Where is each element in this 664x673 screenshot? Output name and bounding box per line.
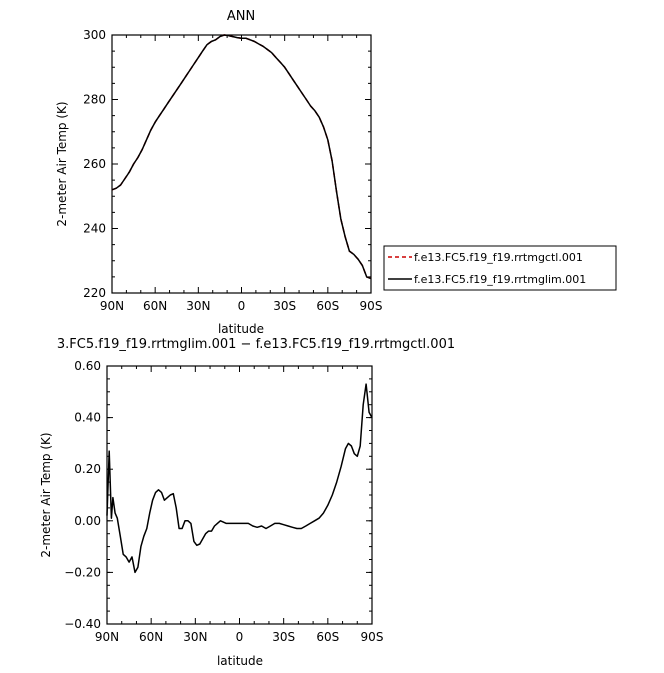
bottom-panel-title: 3.FC5.f19_f19.rrtmglim.001 − f.e13.FC5.f… [57, 337, 455, 352]
y-tick-label: 220 [83, 286, 106, 300]
x-tick-label: 60S [316, 299, 339, 313]
y-tick-label: 280 [83, 93, 106, 107]
bottom-series-layer [106, 383, 373, 574]
x-tick-label: 90S [361, 630, 384, 644]
y-tick-label: 0.00 [74, 514, 101, 528]
top-axis-ticks: 90N 60N 30N 0 30S 60S 90S 220 240 260 280 300 [83, 28, 382, 313]
y-tick-label: 0.20 [74, 462, 101, 476]
x-tick-label: 0 [238, 299, 246, 313]
top-panel-title: ANN [227, 9, 255, 24]
x-tick-label: 60S [316, 630, 339, 644]
x-tick-label: 60N [139, 630, 163, 644]
x-tick-label: 30S [272, 630, 295, 644]
y-tick-label: −0.20 [64, 565, 101, 579]
x-tick-label: 90S [360, 299, 383, 313]
legend-entry-lim: f.e13.FC5.f19_f19.rrtmglim.001 [414, 273, 586, 286]
top-y-axis-label: 2-meter Air Temp (K) [55, 101, 69, 226]
top-panel: ANN 90N 60N 30N 0 30S 60S 90S 220 240 260 280 300 l… [55, 9, 617, 336]
series-line-0 [111, 34, 372, 280]
x-tick-label: 60N [143, 299, 167, 313]
y-tick-label: 0.40 [74, 411, 101, 425]
bottom-x-axis-label: latitude [217, 654, 263, 668]
top-x-axis-label: latitude [218, 322, 264, 336]
x-tick-label: 90N [95, 630, 119, 644]
legend-entry-ctl: f.e13.FC5.f19_f19.rrtmgctl.001 [414, 251, 583, 264]
y-tick-label: −0.40 [64, 617, 101, 631]
series-line-0 [106, 383, 373, 574]
y-tick-label: 0.60 [74, 359, 101, 373]
x-tick-label: 90N [100, 299, 124, 313]
legend-box [383, 245, 617, 291]
legend: f.e13.FC5.f19_f19.rrtmgctl.001 f.e13.FC5… [383, 245, 617, 291]
bottom-axis-ticks: 90N 60N 30N 0 30S 60S 90S 0.60 0.40 0.20 0.00 −0.20… [64, 359, 383, 644]
x-tick-label: 30S [273, 299, 296, 313]
y-tick-label: 300 [83, 28, 106, 42]
x-tick-label: 0 [236, 630, 244, 644]
y-tick-label: 240 [83, 222, 106, 236]
bottom-y-axis-label: 2-meter Air Temp (K) [39, 432, 53, 557]
series-line-1 [111, 34, 372, 280]
top-series-layer [111, 34, 372, 280]
x-tick-label: 30N [186, 299, 210, 313]
bottom-panel: 3.FC5.f19_f19.rrtmglim.001 − f.e13.FC5.f… [39, 337, 455, 668]
y-tick-label: 260 [83, 157, 106, 171]
x-tick-label: 30N [183, 630, 207, 644]
